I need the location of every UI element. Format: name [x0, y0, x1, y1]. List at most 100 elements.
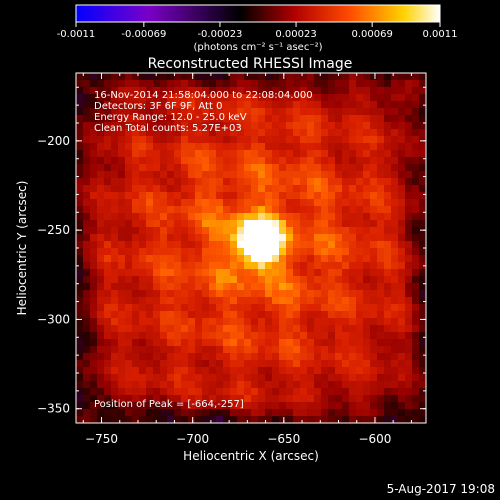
heatmap-cell	[328, 80, 336, 88]
heatmap-cell	[419, 402, 426, 410]
heatmap-cell	[321, 290, 329, 298]
heatmap-cell	[251, 255, 259, 263]
heatmap-cell	[174, 150, 182, 158]
heatmap-cell	[209, 241, 217, 249]
heatmap-cell	[97, 255, 105, 263]
heatmap-cell	[328, 262, 336, 270]
heatmap-cell	[83, 192, 91, 200]
heatmap-cell	[146, 367, 154, 375]
heatmap-cell	[314, 101, 322, 109]
heatmap-cell	[398, 395, 406, 403]
heatmap-cell	[398, 136, 406, 144]
heatmap-cell	[174, 255, 182, 263]
heatmap-cell	[272, 297, 280, 305]
heatmap-cell	[181, 269, 189, 277]
heatmap-cell	[118, 346, 126, 354]
heatmap-cell	[328, 73, 336, 81]
heatmap-cell	[104, 164, 112, 172]
heatmap-cell	[286, 311, 294, 319]
heatmap-cell	[265, 262, 273, 270]
heatmap-cell	[363, 367, 371, 375]
heatmap-cell	[146, 87, 154, 95]
heatmap-cell	[391, 73, 399, 81]
heatmap-cell	[335, 108, 343, 116]
heatmap-cell	[258, 108, 266, 116]
heatmap-cell	[230, 192, 238, 200]
heatmap-cell	[153, 318, 161, 326]
y-tick-label: −350	[37, 402, 70, 416]
heatmap-cell	[223, 227, 231, 235]
heatmap-cell	[181, 409, 189, 417]
heatmap-cell	[398, 311, 406, 319]
heatmap-cell	[244, 353, 252, 361]
heatmap-cell	[258, 360, 266, 368]
heatmap-cell	[181, 150, 189, 158]
heatmap-cell	[174, 171, 182, 179]
heatmap-cell	[405, 108, 413, 116]
heatmap-cell	[83, 157, 91, 165]
heatmap-cell	[349, 80, 357, 88]
heatmap-cell	[265, 178, 273, 186]
heatmap-cell	[314, 115, 322, 123]
heatmap-cell	[202, 87, 210, 95]
heatmap-cell	[349, 381, 357, 389]
heatmap-cell	[90, 185, 98, 193]
heatmap-cell	[146, 304, 154, 312]
heatmap-cell	[419, 220, 426, 228]
heatmap-cell	[286, 367, 294, 375]
heatmap-cell	[272, 164, 280, 172]
heatmap-cell	[356, 318, 364, 326]
heatmap-cell	[76, 304, 84, 312]
heatmap-cell	[90, 115, 98, 123]
heatmap-cell	[160, 290, 168, 298]
heatmap-cell	[265, 108, 273, 116]
heatmap-cell	[202, 171, 210, 179]
heatmap-cell	[118, 339, 126, 347]
heatmap-cell	[405, 304, 413, 312]
heatmap-cell	[279, 325, 287, 333]
heatmap-cell	[132, 339, 140, 347]
heatmap-cell	[384, 150, 392, 158]
heatmap-cell	[153, 339, 161, 347]
heatmap-cell	[370, 199, 378, 207]
heatmap-cell	[132, 332, 140, 340]
heatmap-cell	[335, 199, 343, 207]
heatmap-cell	[97, 129, 105, 137]
heatmap-cell	[412, 157, 420, 165]
heatmap-cell	[76, 374, 84, 382]
heatmap-cell	[132, 164, 140, 172]
heatmap-cell	[342, 290, 350, 298]
heatmap-cell	[321, 122, 329, 130]
heatmap-cell	[279, 402, 287, 410]
heatmap-cell	[356, 381, 364, 389]
heatmap-cell	[391, 171, 399, 179]
heatmap-cell	[111, 311, 119, 319]
heatmap-cell	[195, 339, 203, 347]
heatmap-cell	[209, 164, 217, 172]
heatmap-cell	[321, 304, 329, 312]
heatmap-cell	[237, 213, 245, 221]
heatmap-cell	[265, 353, 273, 361]
heatmap-cell	[146, 290, 154, 298]
heatmap-cell	[398, 381, 406, 389]
heatmap-cell	[356, 290, 364, 298]
heatmap-cell	[419, 255, 426, 263]
heatmap-cell	[195, 346, 203, 354]
heatmap-cell	[209, 346, 217, 354]
heatmap-cell	[349, 136, 357, 144]
heatmap-cell	[321, 241, 329, 249]
heatmap-cell	[230, 339, 238, 347]
heatmap-cell	[97, 374, 105, 382]
heatmap-cell	[125, 318, 133, 326]
heatmap-cell	[174, 318, 182, 326]
heatmap-cell	[209, 360, 217, 368]
heatmap-cell	[230, 269, 238, 277]
heatmap-cell	[83, 143, 91, 151]
heatmap-cell	[307, 164, 315, 172]
heatmap-cell	[272, 339, 280, 347]
heatmap-cell	[293, 395, 301, 403]
heatmap-cell	[412, 234, 420, 242]
heatmap-cell	[139, 304, 147, 312]
heatmap-cell	[167, 304, 175, 312]
heatmap-cell	[230, 143, 238, 151]
